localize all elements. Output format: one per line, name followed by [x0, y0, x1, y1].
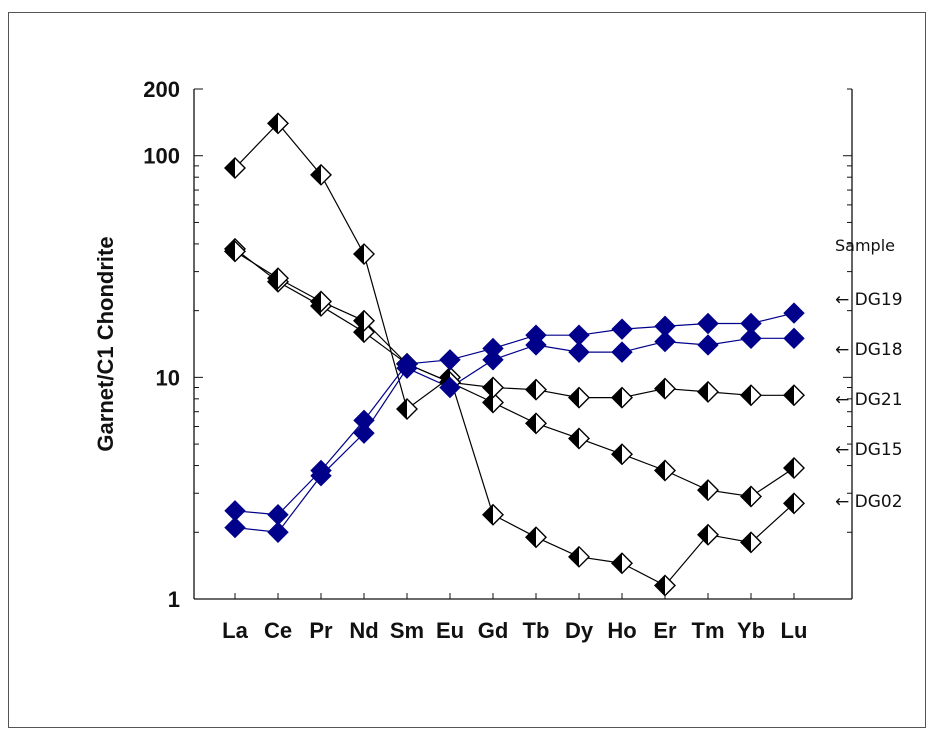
marker-dg19-tb: [525, 324, 547, 346]
x-tick-label-er: Er: [653, 618, 677, 643]
marker-dg18-ho: [611, 341, 633, 363]
y-tick-label: 200: [143, 77, 180, 102]
marker-dg02-ho: [611, 552, 633, 575]
y-tick-label: 1: [168, 587, 180, 612]
x-tick-label-ce: Ce: [264, 618, 292, 643]
x-tick-label-lu: Lu: [781, 618, 808, 643]
axis-labels: 1 10 100 200 La Ce Pr Nd Sm Eu Gd Tb Dy Ho Er Tm Yb Lu Gar…: [93, 77, 807, 643]
y-tick-label: 100: [143, 144, 180, 169]
series-markers: [224, 112, 805, 597]
legend: Sample ← DG19 ← DG18 ← DG21 ← DG15 ← DG02: [835, 236, 903, 512]
marker-dg02-nd: [353, 243, 375, 266]
marker-dg18-dy: [568, 341, 590, 363]
chart-frame: 1 10 100 200 La Ce Pr Nd Sm Eu Gd Tb Dy Ho Er Tm Yb Lu Gar…: [8, 12, 926, 728]
marker-dg18-er: [654, 330, 676, 353]
marker-dg21-tb: [525, 378, 547, 401]
series-line-dg02: [234, 122, 795, 587]
marker-dg19-tm: [697, 312, 719, 335]
x-tick-label-tm: Tm: [692, 618, 725, 643]
x-tick-label-ho: Ho: [607, 618, 636, 643]
marker-dg21-la: [224, 240, 246, 263]
legend-entry-dg19: ← DG19: [835, 290, 903, 310]
marker-dg19-ho: [611, 318, 633, 340]
axes: [193, 88, 853, 600]
series-line-dg18: [234, 337, 794, 533]
x-tick-label-dy: Dy: [565, 618, 594, 643]
legend-entry-dg02: ← DG02: [835, 492, 903, 512]
marker-dg19-er: [654, 315, 676, 337]
x-tick-label-gd: Gd: [478, 618, 509, 643]
marker-dg21-lu: [783, 384, 805, 407]
series-line-dg15: [234, 248, 795, 498]
marker-dg21-pr: [310, 290, 332, 313]
marker-dg21-yb: [740, 384, 762, 407]
marker-dg19-lu: [783, 302, 805, 324]
legend-title: Sample: [835, 236, 895, 255]
marker-dg15-yb: [740, 485, 762, 508]
marker-dg15-lu: [783, 457, 805, 479]
marker-dg02-la: [224, 157, 246, 180]
x-tick-label-tb: Tb: [523, 618, 550, 643]
x-tick-label-eu: Eu: [436, 618, 464, 643]
marker-dg21-tm: [697, 380, 719, 403]
marker-dg18-lu: [783, 327, 805, 350]
legend-entry-dg15: ← DG15: [835, 440, 903, 460]
marker-dg21-nd: [353, 309, 375, 332]
marker-dg19-pr: [310, 459, 332, 482]
marker-dg15-tb: [525, 412, 547, 435]
legend-entry-dg21: ← DG21: [835, 390, 903, 410]
marker-dg02-pr: [310, 163, 332, 186]
x-tick-label-sm: Sm: [390, 618, 424, 643]
marker-dg18-tm: [697, 334, 719, 356]
marker-dg21-er: [654, 377, 676, 400]
marker-dg15-tm: [697, 479, 719, 502]
marker-dg02-tb: [525, 526, 547, 549]
x-tick-label-nd: Nd: [349, 618, 378, 643]
series-lines: [234, 122, 795, 587]
marker-dg19-nd: [353, 409, 375, 432]
marker-dg15-ho: [611, 443, 633, 466]
marker-dg21-ce: [267, 267, 289, 290]
marker-dg18-nd: [353, 422, 375, 444]
marker-dg18-eu: [439, 376, 461, 399]
ree-pattern-chart: 1 10 100 200 La Ce Pr Nd Sm Eu Gd Tb Dy Ho Er Tm Yb Lu Gar…: [93, 77, 903, 643]
marker-dg15-gd: [482, 391, 504, 414]
marker-dg15-nd: [353, 321, 375, 344]
marker-dg18-gd: [482, 349, 504, 371]
marker-dg02-lu: [783, 492, 805, 515]
marker-dg02-yb: [740, 531, 762, 554]
marker-dg19-dy: [568, 324, 590, 346]
marker-dg02-tm: [697, 523, 719, 546]
marker-dg19-yb: [740, 312, 762, 335]
marker-dg02-dy: [568, 545, 590, 568]
x-tick-label-la: La: [222, 618, 248, 643]
marker-dg18-la: [224, 516, 246, 539]
marker-dg18-yb: [740, 327, 762, 350]
marker-dg15-er: [654, 459, 676, 482]
marker-dg19-gd: [482, 337, 504, 360]
marker-dg02-gd: [482, 503, 504, 526]
marker-dg19-eu: [439, 349, 461, 371]
marker-dg19-ce: [267, 504, 289, 526]
marker-dg21-gd: [482, 376, 504, 399]
marker-dg02-sm: [396, 397, 418, 420]
marker-dg21-ho: [611, 386, 633, 409]
marker-dg19-sm: [396, 353, 418, 375]
y-axis-title: Garnet/C1 Chondrite: [93, 236, 118, 451]
marker-dg19-la: [224, 500, 246, 522]
marker-dg02-er: [654, 574, 676, 597]
marker-dg18-ce: [267, 521, 289, 543]
y-tick-label: 10: [156, 365, 180, 390]
marker-dg21-dy: [568, 386, 590, 409]
x-tick-label-yb: Yb: [737, 618, 765, 643]
legend-entry-dg18: ← DG18: [835, 340, 903, 360]
marker-dg02-ce: [267, 112, 289, 135]
x-tick-label-pr: Pr: [309, 618, 333, 643]
marker-dg15-dy: [568, 427, 590, 450]
